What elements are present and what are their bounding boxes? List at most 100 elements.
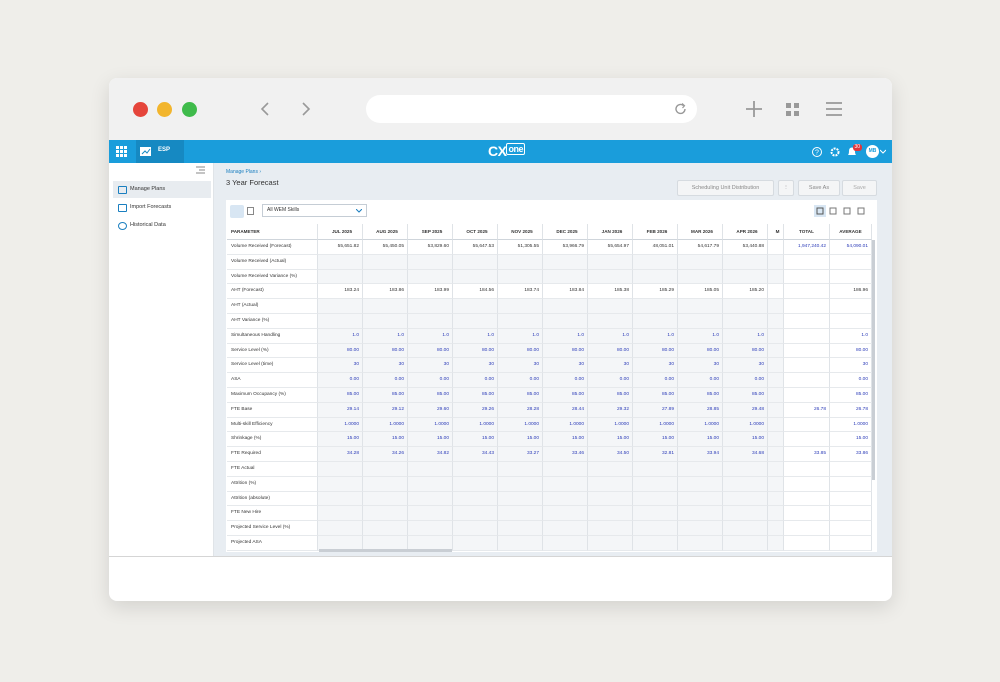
more-button[interactable]: ⋮	[778, 180, 794, 196]
table-cell[interactable]	[784, 254, 830, 270]
table-cell[interactable]: 80.00	[588, 343, 633, 359]
table-cell[interactable]	[723, 506, 768, 522]
sidebar-item[interactable]: Import Forecasts	[113, 199, 211, 216]
table-cell[interactable]	[678, 269, 723, 285]
collapse-icon[interactable]	[196, 166, 205, 174]
reload-icon[interactable]	[674, 102, 688, 116]
table-cell[interactable]: 33.46	[543, 447, 588, 462]
table-cell[interactable]	[784, 299, 830, 314]
table-cell[interactable]	[830, 506, 872, 522]
table-cell[interactable]: 15.00	[830, 432, 872, 448]
table-cell[interactable]	[830, 491, 872, 507]
table-cell[interactable]: 15.00	[453, 432, 498, 448]
table-cell[interactable]: 1.0000	[588, 417, 633, 433]
table-cell[interactable]	[543, 491, 588, 507]
table-cell[interactable]: 80.00	[723, 343, 768, 359]
table-cell[interactable]	[588, 314, 633, 329]
table-cell[interactable]: 29.14	[318, 402, 363, 418]
table-cell[interactable]: 15.00	[408, 432, 453, 448]
table-cell[interactable]	[588, 536, 633, 551]
table-cell[interactable]	[318, 476, 363, 492]
table-cell[interactable]	[678, 506, 723, 522]
table-cell[interactable]: 34.50	[588, 447, 633, 462]
table-cell[interactable]	[784, 417, 830, 433]
vertical-scrollbar[interactable]	[872, 240, 875, 480]
table-cell[interactable]: 15.00	[498, 432, 543, 448]
table-cell[interactable]: 1.0	[723, 328, 768, 344]
maximize-button[interactable]	[182, 102, 197, 117]
table-cell[interactable]: 1.0000	[678, 417, 723, 433]
column-header[interactable]: SEP 2025	[408, 224, 453, 240]
table-cell[interactable]: 0.00	[453, 373, 498, 388]
table-cell[interactable]	[543, 462, 588, 477]
table-cell[interactable]	[678, 314, 723, 329]
table-cell[interactable]	[784, 476, 830, 492]
table-cell[interactable]: 29.48	[723, 402, 768, 418]
table-cell[interactable]	[768, 373, 784, 388]
table-cell[interactable]	[543, 299, 588, 314]
table-cell[interactable]	[408, 254, 453, 270]
table-cell[interactable]	[408, 462, 453, 477]
table-cell[interactable]	[363, 314, 408, 329]
table-cell[interactable]	[363, 269, 408, 285]
table-cell[interactable]	[768, 343, 784, 359]
minimize-button[interactable]	[157, 102, 172, 117]
table-cell[interactable]	[633, 314, 678, 329]
table-cell[interactable]: 1.0	[588, 328, 633, 344]
table-cell[interactable]	[408, 269, 453, 285]
address-bar[interactable]	[366, 95, 697, 123]
avatar-caret[interactable]	[880, 149, 886, 154]
column-header[interactable]: JUL 2025	[318, 224, 363, 240]
table-cell[interactable]	[768, 269, 784, 285]
column-header[interactable]: JAN 2026	[588, 224, 633, 240]
table-cell[interactable]	[588, 521, 633, 536]
table-cell[interactable]	[588, 476, 633, 492]
table-cell[interactable]: 28.28	[498, 402, 543, 418]
table-cell[interactable]: 1.0000	[453, 417, 498, 433]
table-cell[interactable]: 0.00	[363, 373, 408, 388]
table-cell[interactable]: 85.00	[588, 388, 633, 403]
table-cell[interactable]	[723, 314, 768, 329]
column-header[interactable]: OCT 2025	[453, 224, 498, 240]
copy-icon[interactable]	[247, 207, 254, 215]
table-cell[interactable]	[453, 269, 498, 285]
table-cell[interactable]: 33.85	[784, 447, 830, 462]
table-cell[interactable]	[453, 536, 498, 551]
table-cell[interactable]	[768, 358, 784, 374]
table-cell[interactable]	[768, 314, 784, 329]
table-cell[interactable]	[453, 506, 498, 522]
table-cell[interactable]	[318, 462, 363, 477]
table-cell[interactable]	[408, 491, 453, 507]
table-cell[interactable]	[633, 506, 678, 522]
table-cell[interactable]	[363, 254, 408, 270]
table-cell[interactable]: 29.32	[588, 402, 633, 418]
table-cell[interactable]	[318, 254, 363, 270]
table-cell[interactable]: 85.00	[543, 388, 588, 403]
table-cell[interactable]: 1.0000	[363, 417, 408, 433]
column-header[interactable]: AVERAGE	[830, 224, 872, 240]
table-cell[interactable]	[543, 254, 588, 270]
table-cell[interactable]	[498, 506, 543, 522]
table-cell[interactable]	[318, 269, 363, 285]
table-cell[interactable]: 29.12	[363, 402, 408, 418]
table-cell[interactable]	[768, 402, 784, 418]
table-cell[interactable]: 80.00	[318, 343, 363, 359]
table-cell[interactable]: 28.85	[678, 402, 723, 418]
column-header[interactable]: APR 2026	[723, 224, 768, 240]
table-cell[interactable]	[678, 521, 723, 536]
table-cell[interactable]: 85.00	[633, 388, 678, 403]
table-cell[interactable]: 1.0	[363, 328, 408, 344]
table-cell[interactable]: 27.89	[633, 402, 678, 418]
table-cell[interactable]	[498, 536, 543, 551]
table-cell[interactable]: 80.00	[408, 343, 453, 359]
table-cell[interactable]	[830, 254, 872, 270]
column-header[interactable]: TOTAL	[784, 224, 830, 240]
table-cell[interactable]	[408, 476, 453, 492]
table-cell[interactable]: 30	[543, 358, 588, 374]
table-cell[interactable]	[318, 521, 363, 536]
table-cell[interactable]	[633, 491, 678, 507]
table-cell[interactable]: 34.28	[318, 447, 363, 462]
sidebar-item[interactable]: Manage Plans	[113, 181, 211, 198]
table-cell[interactable]: 30	[633, 358, 678, 374]
table-cell[interactable]	[784, 328, 830, 344]
